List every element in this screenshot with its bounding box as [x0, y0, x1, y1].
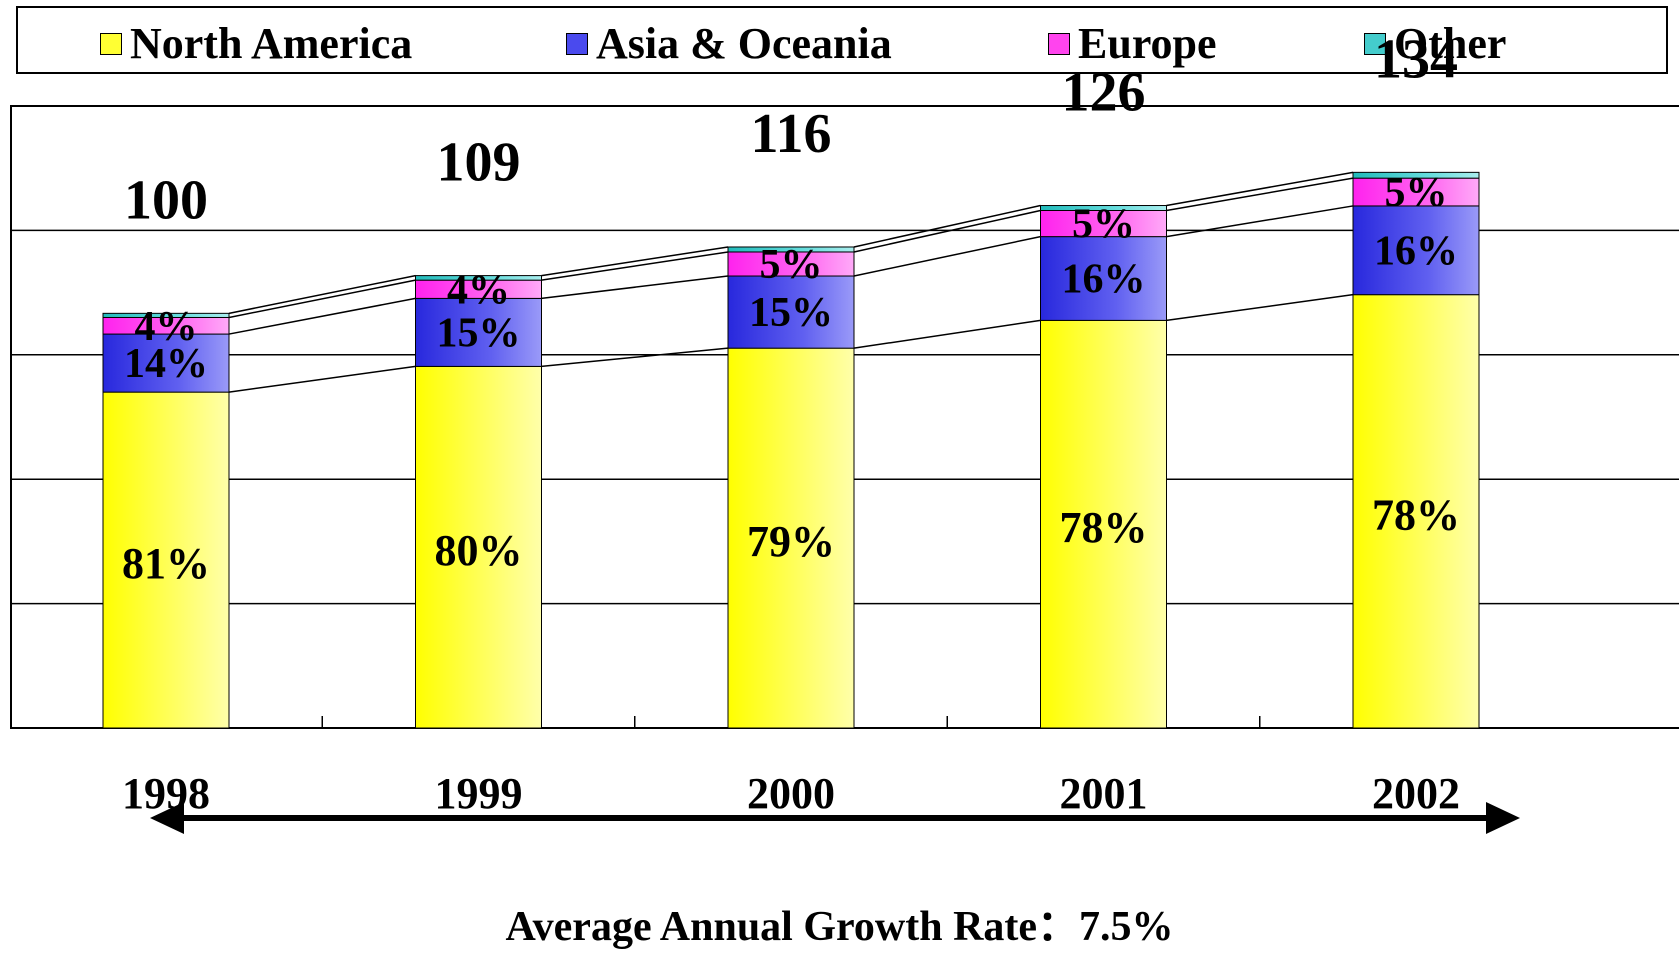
data-label-europe: 5%	[760, 242, 823, 288]
legend-item: Europe	[1048, 18, 1217, 69]
series-connector-line	[541, 275, 729, 300]
legend-item: Asia & Oceania	[566, 18, 892, 69]
x-tick-label: 2001	[1060, 769, 1148, 818]
x-tick-label: 1999	[435, 769, 523, 818]
bars	[102, 171, 1480, 729]
legend-label: North America	[130, 19, 413, 68]
growth-arrow	[150, 802, 1520, 834]
chart-legend: North America Asia & Oceania Europe Other	[16, 6, 1668, 74]
bar-segment	[1352, 171, 1480, 179]
bar-segment	[1352, 205, 1480, 296]
bar-segment	[415, 275, 542, 281]
legend-swatch	[100, 32, 122, 55]
bar-segment	[727, 347, 855, 729]
data-label-north-america: 81%	[122, 539, 210, 588]
legend-item: Other	[1364, 18, 1506, 69]
data-label-total: 100	[124, 169, 208, 231]
data-label-asia-oceania: 16%	[1374, 228, 1458, 274]
series-connector-line	[1166, 293, 1354, 322]
series-connector-line	[228, 365, 416, 393]
bar-segment	[415, 365, 542, 729]
series-connector-line	[228, 297, 416, 335]
data-label-europe: 4%	[447, 267, 510, 313]
arrow-left-head	[150, 802, 184, 834]
x-tick-label: 2000	[747, 769, 835, 818]
arrow-right-head	[1486, 802, 1520, 834]
data-label-asia-oceania: 14%	[124, 341, 208, 387]
bar-segment	[1040, 205, 1167, 211]
bar-segment	[1040, 319, 1167, 729]
series-connector-line	[1166, 177, 1354, 212]
x-axis	[321, 716, 1261, 728]
bar-segment	[1352, 294, 1480, 729]
series-connector-line	[853, 209, 1041, 253]
bar-segment	[727, 246, 855, 253]
legend-label: Other	[1394, 19, 1507, 68]
bar-segment	[1040, 236, 1167, 321]
data-label-total: 126	[1062, 62, 1146, 124]
data-label-europe: 5%	[1072, 202, 1135, 248]
legend-swatch	[1364, 32, 1386, 55]
series-connector-line	[541, 251, 729, 281]
data-label-asia-oceania: 15%	[437, 310, 521, 356]
data-label-north-america: 80%	[435, 526, 523, 575]
legend-swatch	[1048, 32, 1070, 55]
series-connector-line	[1166, 171, 1354, 207]
x-tick-label: 2002	[1372, 769, 1460, 818]
series-connector-line	[228, 279, 416, 319]
series-connector-line	[541, 246, 729, 277]
growth-rate-annotation: Average Annual Growth Rate：7.5%	[505, 904, 1174, 950]
data-label-total: 109	[437, 132, 521, 194]
series-connector-line	[1166, 205, 1354, 238]
data-label-north-america: 78%	[1372, 490, 1460, 539]
data-label-asia-oceania: 15%	[749, 290, 833, 336]
bar-segment	[102, 391, 230, 729]
data-label-europe: 4%	[135, 304, 198, 350]
legend-label: Europe	[1078, 19, 1217, 68]
data-label-north-america: 79%	[747, 517, 835, 566]
bar-segment	[727, 251, 855, 277]
series-connector-line	[228, 274, 416, 315]
data-label-europe: 5%	[1385, 170, 1448, 216]
bar-segment	[102, 312, 230, 318]
bar-segment	[727, 275, 855, 349]
data-labels: 81%14%4%100199880%15%4%109199979%15%5%11…	[122, 28, 1460, 818]
legend-swatch	[566, 32, 588, 55]
x-tick-label: 1998	[122, 769, 210, 818]
series-connector-line	[853, 204, 1041, 248]
bar-segment	[415, 297, 542, 367]
series-connector-line	[853, 319, 1041, 349]
bar-segment	[102, 333, 230, 393]
bar-segment	[1352, 177, 1480, 207]
series-connector-line	[853, 235, 1041, 277]
data-label-north-america: 78%	[1060, 503, 1148, 552]
bar-segment	[1040, 209, 1167, 238]
series-connector-line	[541, 347, 729, 368]
connector-lines	[228, 171, 1354, 393]
legend-label: Asia & Oceania	[596, 19, 892, 68]
legend-item: North America	[100, 18, 412, 69]
data-label-asia-oceania: 16%	[1062, 257, 1146, 303]
data-label-total: 116	[751, 103, 832, 165]
data-label-total: 134	[1374, 28, 1458, 90]
